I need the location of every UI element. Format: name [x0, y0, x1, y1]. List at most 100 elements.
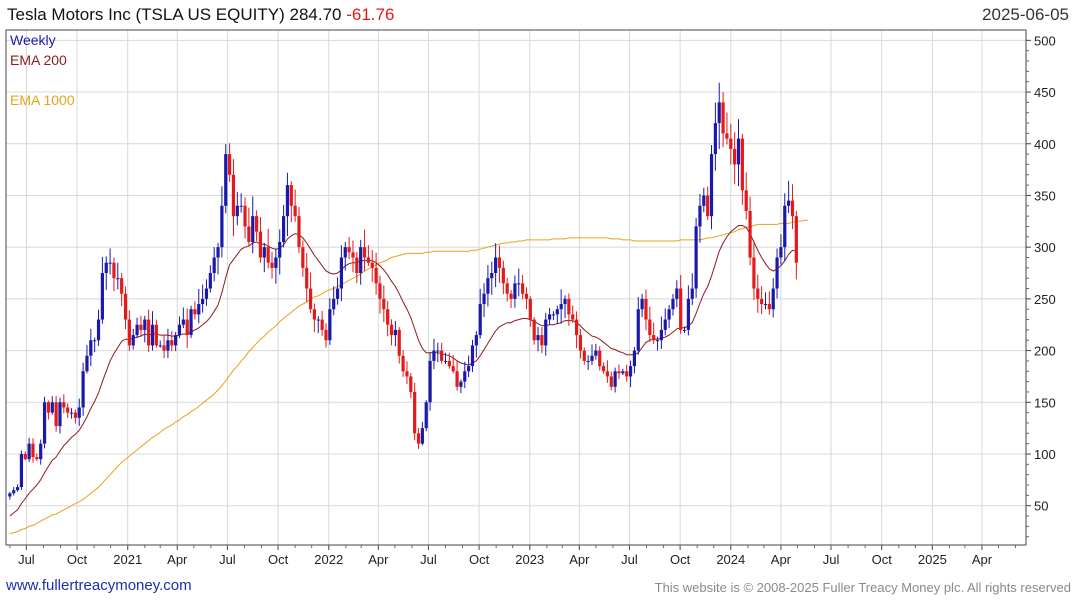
- candle: [359, 239, 363, 285]
- candle-body: [301, 247, 305, 268]
- candle: [162, 335, 166, 359]
- candle: [655, 336, 660, 351]
- candle: [81, 362, 85, 416]
- candle: [648, 306, 652, 342]
- candle: [8, 492, 12, 500]
- candle: [293, 189, 297, 222]
- candle-body: [763, 304, 768, 306]
- candle-body: [266, 247, 270, 263]
- candle: [540, 327, 544, 354]
- x-tick-label: Oct: [67, 552, 88, 567]
- website-link[interactable]: www.fullertreacymoney.com: [6, 577, 192, 594]
- candle-body: [586, 360, 590, 362]
- candle-body: [547, 314, 552, 320]
- candle-body: [420, 428, 424, 444]
- candle: [598, 346, 602, 371]
- candle-body: [378, 283, 382, 299]
- candle: [555, 305, 559, 324]
- candle: [401, 350, 405, 377]
- candle: [702, 187, 706, 213]
- candle-body: [486, 278, 490, 294]
- candle-body: [682, 329, 687, 331]
- candle: [332, 286, 336, 316]
- candle-body: [150, 324, 155, 346]
- x-tick-label: 2021: [113, 552, 142, 567]
- x-tick-label: Jul: [420, 552, 437, 567]
- legend-frequency: Weekly: [10, 32, 56, 48]
- candle: [228, 143, 232, 183]
- candle: [501, 260, 505, 295]
- candle: [189, 305, 193, 339]
- candle: [733, 132, 737, 185]
- candle: [174, 331, 178, 352]
- candle-body: [729, 138, 733, 149]
- candle: [89, 328, 93, 367]
- candle-body: [343, 247, 347, 258]
- candle: [305, 253, 309, 303]
- y-tick-label: 500: [1034, 33, 1056, 48]
- candle: [235, 191, 239, 226]
- candle: [220, 186, 224, 258]
- candle: [443, 352, 448, 365]
- candle: [497, 245, 502, 283]
- candle-body: [96, 319, 101, 341]
- candle: [212, 247, 216, 282]
- candle: [586, 355, 590, 371]
- candle: [31, 438, 35, 463]
- candle: [62, 394, 66, 414]
- candle-body: [127, 319, 131, 346]
- candle-body: [783, 205, 787, 248]
- candle: [490, 261, 494, 295]
- candle: [104, 256, 108, 291]
- candle: [729, 123, 733, 165]
- candle: [386, 301, 390, 337]
- candle-body: [54, 402, 58, 427]
- candle: [756, 274, 760, 313]
- candle-body: [293, 205, 297, 217]
- candle: [532, 316, 536, 345]
- candle: [736, 119, 741, 187]
- candle-body: [648, 319, 652, 336]
- candle-body: [413, 391, 417, 434]
- candle-body: [559, 304, 563, 310]
- candle-body: [474, 335, 478, 346]
- candle: [640, 293, 644, 318]
- candle-body: [721, 102, 725, 134]
- candle: [127, 310, 131, 351]
- candle-body: [289, 185, 293, 206]
- candle: [551, 311, 556, 321]
- candle: [112, 257, 116, 292]
- ema-1000-path: [9, 219, 808, 535]
- candle-body: [401, 355, 405, 372]
- candle-body: [131, 335, 135, 346]
- candle-body: [482, 293, 486, 305]
- candle: [775, 248, 779, 299]
- candle: [274, 248, 278, 284]
- candle-body: [231, 174, 236, 217]
- candle-body: [767, 304, 771, 310]
- candle-body: [212, 257, 216, 274]
- candle: [609, 371, 613, 391]
- candle-body: [405, 371, 409, 377]
- candle-body: [224, 154, 228, 206]
- candle: [397, 327, 401, 364]
- candle: [12, 487, 16, 496]
- x-tick-label: Apr: [167, 552, 188, 567]
- candle: [42, 396, 47, 449]
- candle: [413, 382, 417, 441]
- y-tick-label: 300: [1034, 240, 1056, 255]
- candle-body: [436, 350, 440, 352]
- candle-body: [690, 288, 694, 299]
- y-tick-label: 100: [1034, 447, 1056, 462]
- candle-body: [27, 443, 31, 460]
- candle-body: [362, 247, 367, 258]
- candle: [77, 398, 81, 426]
- candle-body: [513, 283, 517, 299]
- x-tick-label: Jul: [823, 552, 840, 567]
- candle-body: [162, 345, 166, 351]
- x-tick-label: Oct: [872, 552, 893, 567]
- candle-body: [744, 190, 748, 211]
- candle-body: [143, 319, 147, 330]
- candle: [316, 316, 320, 334]
- candle-body: [636, 309, 640, 351]
